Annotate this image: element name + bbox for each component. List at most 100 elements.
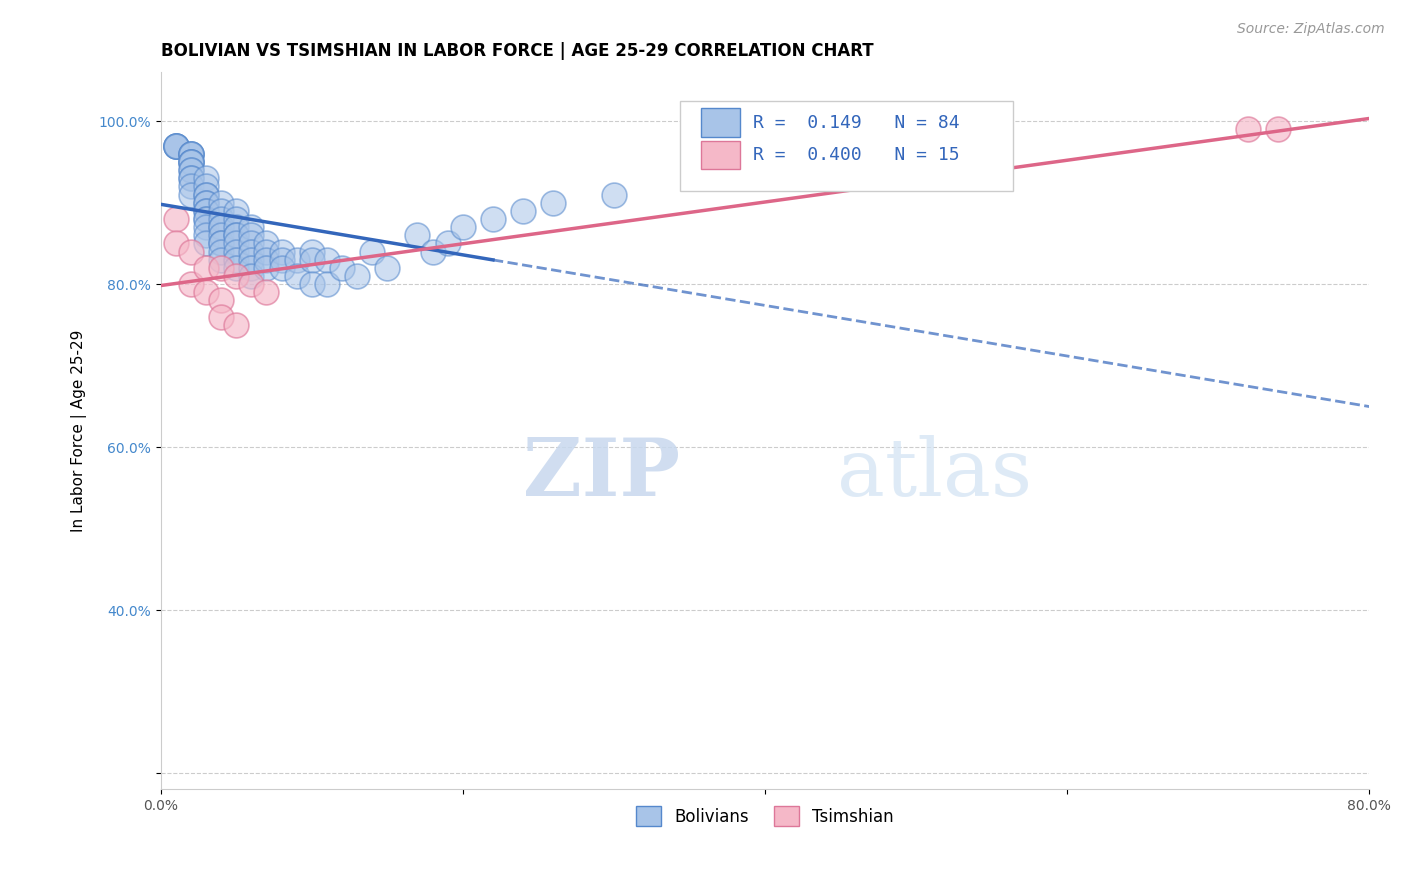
- Point: [195, 228, 218, 243]
- Point: [436, 236, 458, 251]
- Point: [195, 203, 218, 218]
- Point: [195, 187, 218, 202]
- Point: [240, 268, 263, 283]
- Point: [543, 195, 565, 210]
- Point: [180, 147, 202, 161]
- Point: [165, 138, 187, 153]
- Point: [195, 187, 218, 202]
- Point: [165, 138, 187, 153]
- Point: [225, 220, 247, 235]
- Point: [180, 155, 202, 169]
- Y-axis label: In Labor Force | Age 25-29: In Labor Force | Age 25-29: [72, 330, 87, 532]
- Point: [195, 220, 218, 235]
- Point: [1237, 122, 1260, 136]
- Point: [301, 252, 323, 267]
- Point: [209, 228, 232, 243]
- Point: [180, 171, 202, 186]
- Point: [209, 310, 232, 324]
- Point: [180, 244, 202, 259]
- Point: [180, 147, 202, 161]
- Point: [165, 138, 187, 153]
- Point: [240, 244, 263, 259]
- Point: [1267, 122, 1289, 136]
- Point: [209, 260, 232, 275]
- Text: Source: ZipAtlas.com: Source: ZipAtlas.com: [1237, 22, 1385, 37]
- Bar: [700, 108, 740, 137]
- Point: [240, 228, 263, 243]
- Point: [180, 155, 202, 169]
- Text: R =  0.400   N = 15: R = 0.400 N = 15: [752, 146, 959, 164]
- Point: [209, 236, 232, 251]
- Text: BOLIVIAN VS TSIMSHIAN IN LABOR FORCE | AGE 25-29 CORRELATION CHART: BOLIVIAN VS TSIMSHIAN IN LABOR FORCE | A…: [160, 42, 873, 60]
- Point: [180, 187, 202, 202]
- Point: [240, 260, 263, 275]
- Point: [195, 285, 218, 300]
- Point: [240, 220, 263, 235]
- Point: [195, 212, 218, 227]
- Point: [225, 203, 247, 218]
- Point: [180, 155, 202, 169]
- Point: [180, 155, 202, 169]
- Point: [225, 318, 247, 332]
- Text: atlas: atlas: [838, 434, 1032, 513]
- Point: [195, 195, 218, 210]
- Point: [195, 179, 218, 194]
- Point: [375, 260, 398, 275]
- Point: [451, 220, 474, 235]
- Point: [285, 268, 308, 283]
- Point: [225, 228, 247, 243]
- Point: [422, 244, 444, 259]
- Point: [225, 252, 247, 267]
- Point: [165, 138, 187, 153]
- FancyBboxPatch shape: [681, 101, 1012, 191]
- Point: [180, 277, 202, 292]
- Point: [315, 252, 337, 267]
- Point: [225, 212, 247, 227]
- Text: ZIP: ZIP: [523, 434, 681, 513]
- Point: [165, 212, 187, 227]
- Point: [301, 277, 323, 292]
- Point: [209, 220, 232, 235]
- Point: [285, 252, 308, 267]
- Point: [270, 252, 292, 267]
- Point: [240, 252, 263, 267]
- Point: [209, 220, 232, 235]
- Bar: [700, 141, 740, 169]
- Point: [165, 236, 187, 251]
- Point: [254, 260, 277, 275]
- Point: [195, 203, 218, 218]
- Point: [512, 203, 534, 218]
- Point: [195, 171, 218, 186]
- Point: [195, 260, 218, 275]
- Point: [240, 277, 263, 292]
- Point: [225, 260, 247, 275]
- Point: [270, 244, 292, 259]
- Point: [315, 277, 337, 292]
- Point: [195, 195, 218, 210]
- Point: [301, 244, 323, 259]
- Point: [209, 212, 232, 227]
- Point: [225, 236, 247, 251]
- Point: [209, 244, 232, 259]
- Point: [254, 236, 277, 251]
- Point: [225, 244, 247, 259]
- Point: [346, 268, 368, 283]
- Point: [209, 195, 232, 210]
- Point: [270, 260, 292, 275]
- Point: [225, 228, 247, 243]
- Point: [254, 285, 277, 300]
- Point: [225, 268, 247, 283]
- Point: [209, 293, 232, 308]
- Point: [209, 252, 232, 267]
- Point: [195, 236, 218, 251]
- Point: [165, 138, 187, 153]
- Point: [180, 163, 202, 178]
- Point: [209, 203, 232, 218]
- Point: [195, 212, 218, 227]
- Point: [180, 171, 202, 186]
- Point: [603, 187, 626, 202]
- Point: [180, 163, 202, 178]
- Point: [482, 212, 505, 227]
- Point: [240, 236, 263, 251]
- Point: [254, 244, 277, 259]
